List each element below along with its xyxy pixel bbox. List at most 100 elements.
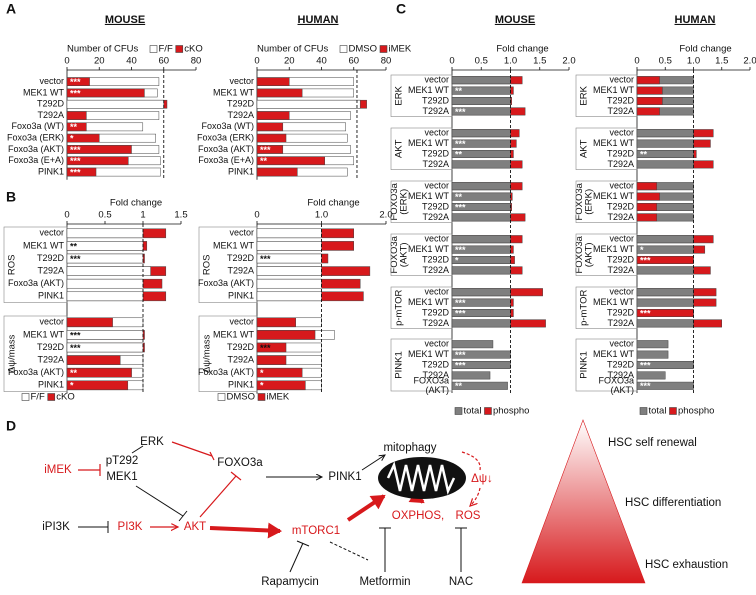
bar	[636, 371, 666, 380]
bar	[636, 150, 694, 158]
node-label: MEK1	[106, 471, 137, 483]
significance: ***	[70, 77, 81, 87]
chart-title: MOUSE	[105, 14, 145, 26]
y-tick-label: T292A	[37, 110, 64, 120]
group-label: (ERK)	[398, 189, 409, 215]
x-tick-label: 60	[158, 56, 169, 67]
significance: ***	[640, 308, 651, 318]
legend-label: total	[464, 406, 482, 417]
significance: **	[70, 368, 78, 378]
bar	[256, 167, 298, 177]
group-label: FOXO3a	[574, 182, 585, 220]
inhibition	[171, 441, 213, 457]
bar	[451, 76, 511, 85]
x-tick-label: 40	[316, 56, 327, 67]
group-bracket	[3, 315, 68, 392]
x-tick-label: 0	[64, 210, 69, 221]
x-tick-label: 1	[140, 210, 145, 221]
y-tick-label: PINK1	[228, 380, 254, 390]
x-tick-label: 60	[348, 56, 359, 67]
legend-label: iMEK	[389, 44, 412, 55]
node-label: iMEK	[44, 464, 72, 476]
group-label: ERK	[579, 85, 590, 105]
bar	[256, 156, 325, 166]
group-bracket	[390, 180, 453, 223]
group-bracket	[390, 127, 453, 170]
bar	[451, 256, 511, 264]
y-tick-label: T292D	[422, 359, 450, 369]
significance: ***	[70, 330, 81, 340]
significance: ***	[455, 245, 466, 255]
bar	[66, 241, 144, 251]
bar	[66, 99, 164, 109]
bar	[636, 235, 694, 244]
node-label: ROS	[456, 510, 481, 522]
y-tick-label: vector	[39, 228, 64, 238]
y-tick-label: vector	[609, 339, 634, 349]
panel-label: D	[6, 418, 16, 434]
legend-label: cKO	[184, 44, 202, 55]
significance: **	[455, 192, 463, 202]
bar	[451, 245, 511, 254]
bar	[636, 86, 663, 95]
bar	[256, 133, 287, 143]
y-tick-label: Foxo3a (WT)	[201, 121, 254, 131]
significance: ***	[70, 343, 81, 353]
x-tick-label: 1.0	[504, 56, 517, 67]
group-label: AKT	[579, 139, 590, 158]
bar	[451, 350, 511, 359]
node-label: Rapamycin	[261, 576, 319, 588]
legend-label: phospho	[493, 406, 529, 417]
link	[131, 445, 144, 454]
y-tick-label: Foxo3a (AKT)	[198, 367, 254, 377]
group-label: (ERK)	[583, 189, 594, 215]
significance: *	[260, 381, 264, 391]
bar	[636, 192, 660, 201]
y-tick-label: T292D	[607, 254, 635, 264]
bar	[256, 380, 306, 391]
y-tick-label: Foxo3a (AKT)	[198, 144, 254, 154]
x-tick-label: 1.5	[715, 56, 728, 67]
dashed-link	[329, 541, 369, 561]
y-tick-label: MEK1 WT	[593, 191, 635, 201]
x-axis-title: Fold change	[496, 44, 548, 55]
group-label: Δψ/mass	[7, 334, 18, 373]
legend-swatch	[21, 393, 30, 401]
legend-label: phospho	[678, 406, 714, 417]
node-label: PI3K	[118, 521, 143, 533]
legend-swatch	[339, 45, 348, 53]
node-label: FOXO3a	[217, 457, 263, 469]
legend-swatch	[639, 407, 648, 415]
bar	[636, 288, 694, 297]
y-tick-label: vector	[424, 287, 449, 297]
node-label: AKT	[184, 521, 206, 533]
group-bracket	[575, 180, 638, 223]
y-tick-label: Foxo3a (AKT)	[8, 278, 64, 288]
bar	[256, 228, 322, 239]
x-tick-label: 1.0	[315, 210, 328, 221]
y-tick-label: T292A	[422, 265, 449, 275]
y-tick-label: T292A	[607, 265, 634, 275]
x-tick-label: 0	[64, 56, 69, 67]
x-axis-title: Fold change	[110, 198, 162, 209]
x-axis-title: Number of CFUs	[67, 44, 139, 55]
x-tick-label: 20	[284, 56, 295, 67]
bar	[636, 319, 694, 328]
group-bracket	[198, 315, 258, 392]
y-tick-label: MEK1 WT	[593, 297, 635, 307]
y-tick-label: vector	[39, 76, 64, 86]
bar	[256, 317, 296, 328]
group-label: ROS	[202, 255, 213, 276]
group-bracket	[390, 286, 453, 329]
y-tick-label: T292A	[227, 265, 254, 275]
cristae	[386, 461, 456, 495]
panel-label: C	[396, 1, 406, 17]
bar	[256, 266, 322, 276]
y-tick-label: T292D	[422, 201, 450, 211]
significance: **	[70, 241, 78, 251]
y-tick-label: T292D	[607, 359, 635, 369]
y-tick-label: T292D	[422, 254, 450, 264]
node-label: OXPHOS,	[392, 510, 444, 522]
y-tick-label: vector	[424, 234, 449, 244]
bar	[636, 139, 694, 148]
